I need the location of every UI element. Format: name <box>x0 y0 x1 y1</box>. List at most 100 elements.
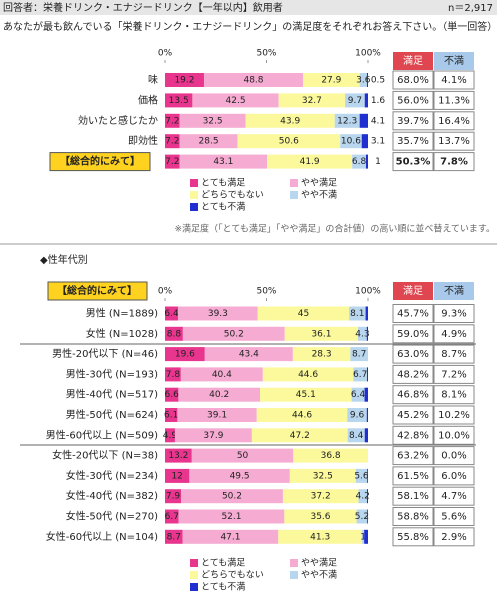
bar-segment <box>165 347 205 362</box>
table-value: 63.2% <box>397 451 429 462</box>
bar-segment <box>180 367 263 382</box>
table-value: 45.7% <box>397 309 429 320</box>
data-label: 7.9 <box>166 492 181 502</box>
bar-segment <box>204 347 293 362</box>
table-cell <box>392 152 434 172</box>
category-label: 価格 <box>138 93 158 106</box>
data-label: 8.8 <box>167 329 182 339</box>
data-label: 5.6 <box>354 471 369 481</box>
data-label: 6.1 <box>164 411 178 421</box>
data-label: 47.1 <box>220 532 240 542</box>
data-label: 1 <box>360 532 366 542</box>
data-label: 3.6 <box>356 76 371 86</box>
table-value: 48.2% <box>397 369 429 380</box>
table-cell <box>392 90 434 110</box>
legend-label: とても満足 <box>201 558 245 569</box>
bar-segment <box>366 326 368 341</box>
data-label: 4.3 <box>355 329 369 339</box>
table-cell <box>433 486 475 506</box>
bar-segment <box>359 73 367 87</box>
table-value: 35.7% <box>397 136 429 147</box>
data-label: 45 <box>298 309 309 319</box>
bar-segment <box>245 113 335 128</box>
bar-segment <box>165 529 183 544</box>
data-label: 9.6 <box>350 411 365 421</box>
bar-segment <box>182 326 285 341</box>
data-label: 6.7 <box>353 370 367 380</box>
table-value: 11.3% <box>438 95 470 106</box>
data-label: 36.8 <box>321 451 341 461</box>
bar-segment <box>366 73 368 87</box>
data-label: 32.5 <box>203 116 223 126</box>
data-label: 1.6 <box>371 96 386 106</box>
data-label: 8.4 <box>349 431 364 441</box>
bar-segment <box>364 529 368 544</box>
bar-segment <box>364 93 368 108</box>
table-cell <box>433 304 475 323</box>
table-cell <box>433 131 475 151</box>
bar-segment <box>178 509 285 524</box>
data-label: 27.9 <box>321 76 341 86</box>
data-label: 41.9 <box>300 157 320 167</box>
legend-label: やや満足 <box>301 178 337 189</box>
data-label: 44.6 <box>292 411 312 421</box>
category-label: 女性-50代 (N=270) <box>66 510 158 523</box>
data-label: 8.1 <box>350 309 364 319</box>
data-label: 36.1 <box>311 329 331 339</box>
data-label: 6.6 <box>165 390 180 400</box>
data-label: 43.1 <box>213 157 233 167</box>
data-label: 50.2 <box>222 492 242 502</box>
table-value: 56.0% <box>397 95 429 106</box>
bar-segment <box>165 428 175 443</box>
bar-segment <box>165 113 180 128</box>
table-cell <box>433 70 475 90</box>
table-cell <box>433 152 475 172</box>
x-tick-label: 100% <box>355 49 381 59</box>
table-value: 5.6% <box>441 512 466 523</box>
table-value: 6.0% <box>441 471 466 482</box>
header-band <box>0 0 497 15</box>
data-label: 39.3 <box>208 309 228 319</box>
legend-label: やや不満 <box>301 570 337 581</box>
table-cell <box>433 466 475 486</box>
bar-segment <box>165 387 179 402</box>
table-cell <box>433 446 475 466</box>
x-tick-label: 100% <box>355 287 381 297</box>
bar-segment <box>165 468 190 483</box>
table-cell <box>433 385 475 405</box>
bar-segment <box>165 93 193 108</box>
data-label: 39.1 <box>207 411 227 421</box>
table-value: 16.4% <box>438 116 470 127</box>
table-value: 4.7% <box>441 491 466 502</box>
category-label: 効いたと感じたか <box>78 114 158 127</box>
bar-segment <box>340 134 362 149</box>
table-cell <box>392 446 434 466</box>
data-label: 32.5 <box>313 471 333 481</box>
table-header-cell <box>393 52 433 70</box>
table-cell <box>392 385 434 405</box>
bar-segment <box>257 306 350 321</box>
bar-segment <box>356 509 368 524</box>
data-label: 28.5 <box>199 137 219 147</box>
bar-segment <box>355 468 368 483</box>
highlight-box <box>49 152 151 172</box>
legend-swatch <box>190 559 198 567</box>
bar-segment <box>347 408 367 422</box>
bar-segment <box>366 367 368 382</box>
table-value: 50.3% <box>396 157 431 168</box>
bar-segment <box>334 113 360 128</box>
legend-swatch <box>290 179 298 187</box>
table-header: 不満 <box>444 285 464 297</box>
legend-swatch <box>190 191 198 199</box>
bar-segment <box>358 326 367 341</box>
bar-segment <box>358 489 367 504</box>
category-label: 女性 (N=1028) <box>86 327 158 340</box>
data-label: 6.7 <box>165 512 179 522</box>
bar-segment <box>366 408 368 422</box>
bar-segment <box>293 448 368 463</box>
data-label: 0.5 <box>371 76 385 86</box>
table-value: 46.8% <box>397 390 429 401</box>
bar-segment <box>352 154 366 169</box>
table-value: 10.0% <box>438 430 470 441</box>
table-cell <box>392 111 434 131</box>
